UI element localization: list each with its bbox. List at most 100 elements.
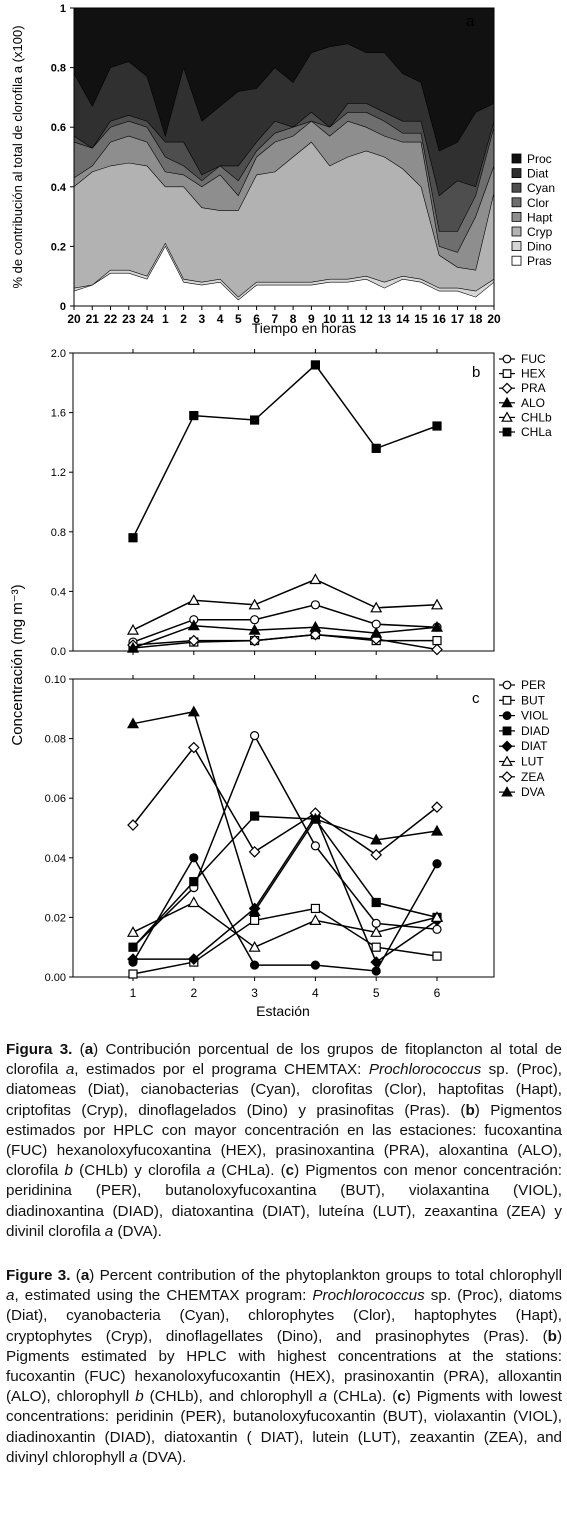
x-tick-label-a: 14 <box>396 312 410 326</box>
data-point-per <box>310 841 320 851</box>
data-point-chla <box>250 415 260 425</box>
caption-en-italic: a <box>129 1448 138 1466</box>
y-tick-label-b: 1.2 <box>51 467 66 479</box>
legend-marker-lut <box>501 755 513 766</box>
data-point-lut <box>248 940 261 952</box>
legend-marker-dva <box>501 786 513 797</box>
x-tick-label-c: 6 <box>434 986 441 1000</box>
series-line-viol <box>132 856 438 972</box>
x-tick-label-a: 24 <box>140 312 154 326</box>
caption-es-italic: a <box>104 1222 114 1240</box>
series-line-fuc <box>132 604 438 643</box>
caption-en-b: b <box>547 1327 557 1345</box>
data-point-chlb <box>248 598 261 610</box>
y-tick-label-a: 0.2 <box>51 241 66 253</box>
data-point-viol <box>432 859 442 869</box>
series-line-per <box>132 733 438 948</box>
caption-es-italic: Prochlorococcus <box>368 1061 482 1079</box>
series-line-alo <box>132 624 438 649</box>
y-tick-label-a: 0.4 <box>51 182 67 194</box>
data-point-chla <box>371 443 381 453</box>
data-point-but <box>128 969 138 979</box>
x-tick-label-a: 18 <box>469 312 483 326</box>
legend-label-alo: ALO <box>521 396 545 410</box>
plot-frame-c <box>72 678 495 978</box>
caption-en-italic: Prochlorococcus <box>312 1287 425 1305</box>
data-point-diad <box>250 811 260 821</box>
legend-marker-alo <box>501 396 513 408</box>
y-tick-label-c: 0.10 <box>45 674 66 686</box>
x-tick-label-c: 3 <box>251 986 258 1000</box>
data-point-diat <box>187 953 200 965</box>
y-tick-label-b: 2.0 <box>51 348 66 360</box>
series-line-lut <box>132 901 438 949</box>
data-point-zea <box>431 801 443 813</box>
data-point-but <box>310 903 320 914</box>
x-tick-label-a: 2 <box>180 312 187 326</box>
legend-swatch-diat <box>511 168 522 179</box>
series-line-but <box>132 907 438 975</box>
data-point-dva <box>248 905 261 917</box>
data-point-chlb <box>126 623 140 635</box>
series-line-chla <box>132 363 438 539</box>
x-axis-label-c: Estación <box>256 1003 310 1019</box>
y-tick-label-c: 0.08 <box>45 734 66 746</box>
data-point-chlb <box>309 573 322 585</box>
data-point-zea <box>127 819 139 831</box>
x-tick-label-a: 16 <box>433 312 447 326</box>
legend-label-proc: Proc <box>527 152 552 166</box>
legend-marker-hex <box>502 369 512 378</box>
caption-es-a: a <box>84 1041 94 1058</box>
data-point-fuc <box>310 600 320 610</box>
y-tick-label-a: 0.8 <box>51 63 66 75</box>
y-tick-label-c: 0.06 <box>45 793 66 805</box>
data-point-lut <box>309 914 322 925</box>
caption-es-italic: b <box>64 1162 73 1180</box>
x-tick-label-a: 7 <box>272 312 279 326</box>
legend-label-dino: Dino <box>527 240 552 254</box>
legend-label-cryp: Cryp <box>527 225 553 239</box>
panel-label-b: b <box>472 364 480 381</box>
x-tick-label-a: 11 <box>342 312 355 326</box>
series-zea <box>127 741 443 861</box>
caption-en-italic: a <box>6 1287 15 1305</box>
caption-es-figure-label: Figura 3. <box>6 1041 73 1058</box>
legend-label-but: BUT <box>521 693 546 707</box>
data-point-chla <box>189 410 199 421</box>
y-tick-label-b: 1.6 <box>51 408 66 420</box>
y-tick-label-b: 0.8 <box>51 527 66 539</box>
x-tick-label-c: 1 <box>130 986 137 1000</box>
x-tick-label-a: 9 <box>308 312 315 326</box>
legend-label-diat: Diat <box>527 167 549 181</box>
series-alo <box>126 619 444 653</box>
data-point-chlb <box>187 594 200 605</box>
panel-label-c: c <box>472 690 480 707</box>
series-dva <box>126 705 444 917</box>
data-point-chla <box>432 421 442 431</box>
caption-es-c: c <box>285 1162 295 1180</box>
data-point-viol <box>189 853 199 863</box>
series-line-chlb <box>132 578 438 631</box>
legend-label-clor: Clor <box>527 196 549 210</box>
data-point-diad <box>128 942 138 952</box>
data-point-viol <box>250 960 260 970</box>
x-tick-label-a: 8 <box>290 312 297 326</box>
series-lut <box>126 896 444 952</box>
series-line-pra <box>132 633 438 651</box>
data-point-dva <box>126 717 140 729</box>
caption-es-text: (DVA). <box>113 1222 162 1240</box>
legend-swatch-hapt <box>511 211 522 222</box>
data-point-per <box>432 924 442 934</box>
caption-es-text: Pigmentos estimados por HPLC con mayor c… <box>6 1101 562 1180</box>
data-point-chlb <box>370 601 383 613</box>
caption-en-text: (CHLa). <box>327 1388 393 1406</box>
caption-en-text: (DVA). <box>137 1448 187 1466</box>
x-tick-label-a: 1 <box>162 312 169 326</box>
plot-frame-b <box>72 352 495 652</box>
series-viol <box>128 853 442 976</box>
data-point-alo <box>187 619 200 631</box>
data-point-zea <box>370 848 383 861</box>
caption-es-text: Pigmentos con menor concentración: perid… <box>6 1162 563 1240</box>
data-point-but <box>250 915 260 925</box>
